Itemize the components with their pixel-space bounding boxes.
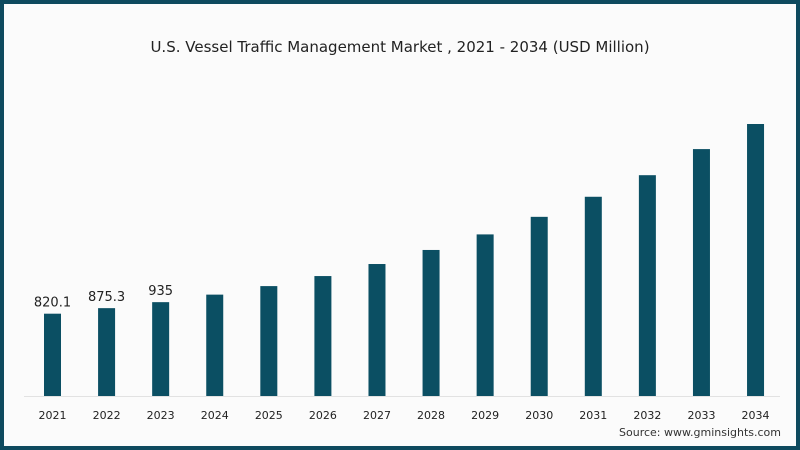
x-tick-label: 2026 <box>309 409 337 422</box>
x-tick-label: 2028 <box>417 409 445 422</box>
bar-2034 <box>747 124 765 396</box>
bar-2033 <box>692 149 710 396</box>
data-label: 935 <box>148 284 173 299</box>
bar-2029 <box>476 234 494 396</box>
x-tick-label: 2021 <box>39 409 67 422</box>
bar-2022 <box>98 308 116 396</box>
bar-2021 <box>44 313 61 396</box>
data-label: 875.3 <box>88 290 125 305</box>
bar-2027 <box>368 264 386 396</box>
x-tick-label: 2030 <box>525 409 553 422</box>
bar-2032 <box>638 175 656 396</box>
x-tick-label: 2025 <box>255 409 283 422</box>
x-tick-label: 2029 <box>471 409 499 422</box>
x-tick-label: 2031 <box>579 409 607 422</box>
bar-2030 <box>530 216 548 396</box>
bar-2031 <box>584 196 602 396</box>
chart-title: U.S. Vessel Traffic Management Market , … <box>150 38 650 56</box>
bar-2025 <box>260 286 278 396</box>
bar-2028 <box>422 249 440 396</box>
source-note: Source: www.gminsights.com <box>619 426 781 439</box>
chart-frame <box>4 4 796 446</box>
x-tick-label: 2033 <box>687 409 715 422</box>
x-tick-label: 2022 <box>93 409 121 422</box>
x-tick-label: 2024 <box>201 409 229 422</box>
bar-2023 <box>152 302 170 396</box>
data-label: 820.1 <box>34 296 71 311</box>
x-tick-label: 2027 <box>363 409 391 422</box>
bar-2026 <box>314 276 332 396</box>
x-tick-label: 2023 <box>147 409 175 422</box>
x-tick-label: 2034 <box>742 409 770 422</box>
x-tick-label: 2032 <box>633 409 661 422</box>
bar-2024 <box>206 294 224 396</box>
